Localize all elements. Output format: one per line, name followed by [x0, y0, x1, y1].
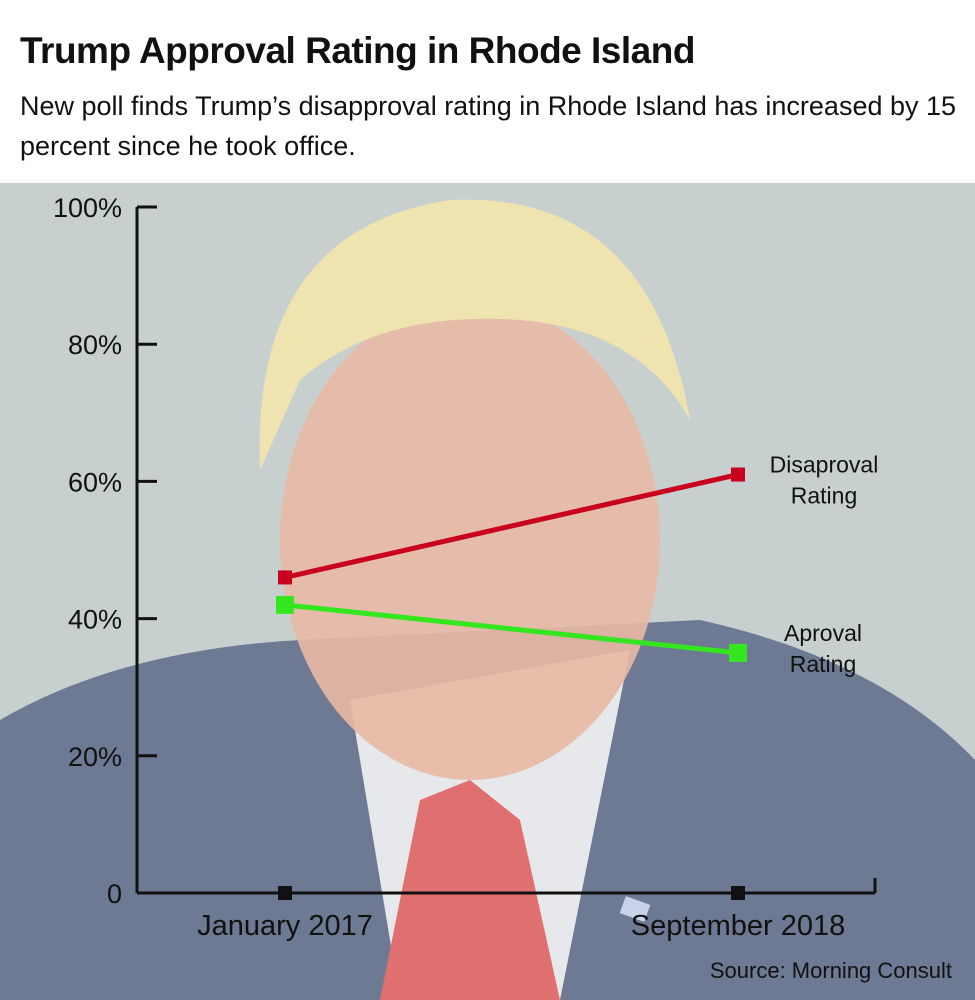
series-label: Aproval — [784, 620, 862, 646]
series-label: Rating — [790, 651, 856, 677]
x-tick-label: January 2017 — [197, 910, 373, 942]
x-tick — [731, 886, 745, 900]
series-line — [284, 472, 739, 580]
background-photo — [0, 183, 975, 1000]
series-disapproval: Disaproval Rating — [278, 452, 878, 585]
axes: 0 20% 40% 60% 80% 100% January 2017 September 2… — [53, 193, 877, 942]
series-line — [284, 602, 739, 656]
series-layer: Disaproval Rating Aproval Rating — [276, 452, 878, 677]
data-point — [278, 570, 292, 585]
series-label: Rating — [791, 483, 857, 509]
data-point — [731, 467, 745, 482]
series-approval: Aproval Rating — [276, 595, 862, 677]
chart-title: Trump Approval Rating in Rhode Island — [20, 30, 695, 71]
y-tick-label: 40% — [68, 605, 122, 635]
y-tick-label: 0 — [107, 879, 122, 909]
y-tick-label: 60% — [68, 467, 122, 497]
data-point — [729, 643, 747, 662]
chart-subtitle: New poll finds Trump’s disapproval ratin… — [20, 91, 957, 161]
y-tick-label: 20% — [68, 742, 122, 772]
series-label: Disaproval — [770, 452, 879, 478]
x-tick — [278, 886, 292, 900]
source-note: Source: Morning Consult — [710, 958, 952, 983]
y-tick-label: 100% — [53, 193, 122, 223]
y-tick-label: 80% — [68, 330, 122, 360]
x-tick-label: September 2018 — [631, 910, 845, 942]
chart: 0 20% 40% 60% 80% 100% January 2017 September 2… — [0, 183, 975, 1000]
data-point — [276, 595, 294, 614]
